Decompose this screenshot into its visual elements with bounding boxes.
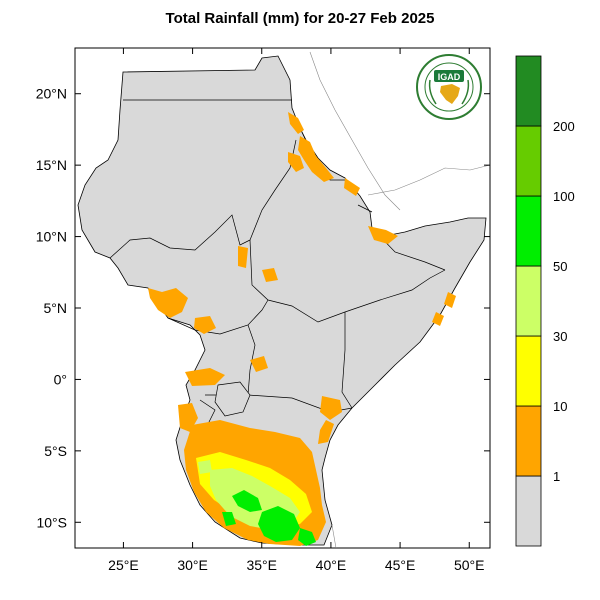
colorbar: 1 10 30 50 100 200	[515, 55, 575, 547]
lat-tick-label: 5°S	[44, 443, 67, 459]
colorbar-labels: 1 10 30 50 100 200	[553, 119, 575, 484]
colorbar-box	[515, 195, 542, 267]
map-title: Total Rainfall (mm) for 20-27 Feb 2025	[165, 10, 435, 27]
logo-laurel-left	[428, 79, 437, 105]
logo-badge	[434, 70, 464, 82]
lat-tick-label: 10°N	[36, 229, 67, 245]
logo-laurel-right	[461, 79, 470, 105]
colorbar-label: 30	[553, 329, 567, 344]
logo-text: IGAD	[438, 72, 461, 82]
latitude-ticks: 20°N 15°N 10°N 5°N 0° 5°S 10°S	[36, 86, 490, 530]
colorbar-boxes	[515, 55, 542, 547]
colorbar-label: 200	[553, 119, 575, 134]
border-southsudan-south	[167, 299, 269, 335]
rainfall-50-100mm	[222, 490, 316, 546]
border-kenya-somalia	[341, 312, 353, 409]
colorbar-box	[515, 55, 542, 127]
border-ethiopia-south	[249, 239, 446, 323]
lon-tick-label: 40°E	[316, 557, 347, 573]
colorbar-box	[515, 335, 542, 407]
lat-tick-label: 10°S	[36, 514, 67, 530]
lon-tick-label: 50°E	[454, 557, 485, 573]
lat-tick-label: 5°N	[44, 300, 68, 316]
colorbar-label: 100	[553, 189, 575, 204]
lat-tick-label: 15°N	[36, 157, 67, 173]
igad-logo: IGAD	[416, 54, 482, 120]
border-uganda	[247, 324, 256, 396]
lon-tick-label: 35°E	[246, 557, 277, 573]
border-djibouti	[357, 204, 373, 213]
colorbar-label: 50	[553, 259, 567, 274]
colorbar-label: 1	[553, 469, 560, 484]
lake-victoria	[214, 381, 251, 417]
border-sudan-southsudan	[109, 214, 251, 259]
colorbar-box	[515, 405, 542, 477]
logo-inner-ring	[424, 62, 474, 112]
colorbar-box	[515, 265, 542, 337]
lat-tick-label: 20°N	[36, 86, 67, 102]
lon-tick-label: 45°E	[385, 557, 416, 573]
lon-tick-label: 30°E	[177, 557, 208, 573]
logo-africa-map	[440, 84, 460, 104]
lon-tick-label: 25°E	[108, 557, 139, 573]
colorbar-label: 10	[553, 399, 567, 414]
longitude-ticks: 25°E 30°E 35°E 40°E 45°E 50°E	[108, 48, 485, 573]
colorbar-box	[515, 475, 542, 547]
colorbar-box	[515, 125, 542, 197]
neighbour-coastlines	[309, 51, 491, 549]
map-panel: 25°E 30°E 35°E 40°E 45°E 50°E 20°N 15°N 10°N 5°N…	[36, 47, 491, 573]
lat-tick-label: 0°	[54, 371, 67, 387]
